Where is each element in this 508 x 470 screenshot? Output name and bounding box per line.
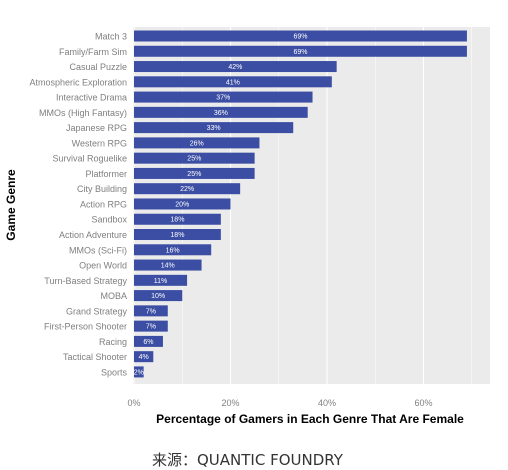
bar <box>134 76 332 88</box>
bar-value-label: 25% <box>187 156 201 163</box>
bar <box>134 351 154 363</box>
category-label: Grand Strategy <box>66 306 128 316</box>
bar <box>134 45 467 57</box>
category-label: First-Person Shooter <box>44 322 127 332</box>
bar <box>134 213 221 225</box>
x-tick-label: 20% <box>221 398 239 408</box>
source-caption: 来源：QUANTIC FOUNDRY <box>152 451 343 469</box>
category-label: Tactical Shooter <box>63 352 127 362</box>
bar <box>134 91 313 103</box>
category-label: Action Adventure <box>59 230 127 240</box>
x-axis-title: Percentage of Gamers in Each Genre That … <box>156 412 464 426</box>
category-label: Family/Farm Sim <box>59 47 127 57</box>
category-label: Platformer <box>85 169 127 179</box>
category-label: MOBA <box>100 291 127 301</box>
bar <box>134 366 144 378</box>
bar-chart: 69% 69% 42% 41% 37% 36% 33% 26% 25% 25% 22% 20% 18% 1… <box>4 27 490 426</box>
x-tick-label: 60% <box>414 398 432 408</box>
bar-value-label: 26% <box>190 140 204 147</box>
bar-value-label: 20% <box>175 201 189 208</box>
bar-value-label: 18% <box>170 232 184 239</box>
bar <box>134 106 308 118</box>
bar-value-label: 4% <box>139 354 149 361</box>
bar <box>134 30 467 42</box>
bar-value-label: 14% <box>161 263 175 270</box>
bar <box>134 198 231 210</box>
category-label: City Building <box>77 184 127 194</box>
bar <box>134 229 221 241</box>
bar-value-label: 2% <box>134 369 144 376</box>
category-label: Survival Roguelike <box>52 154 127 164</box>
bar-value-label: 41% <box>226 79 240 86</box>
bar <box>134 137 260 149</box>
bar <box>134 335 163 347</box>
category-label: Western RPG <box>72 138 127 148</box>
bar-value-label: 10% <box>151 293 165 300</box>
category-label: Match 3 <box>95 32 127 42</box>
x-tick-label: 0% <box>127 398 140 408</box>
bar <box>134 305 168 317</box>
category-label: MMOs (High Fantasy) <box>39 108 127 118</box>
bar-value-label: 42% <box>228 64 242 71</box>
bar <box>134 61 337 73</box>
category-label: Casual Puzzle <box>69 62 127 72</box>
y-axis-title: Game Genre <box>4 169 18 241</box>
bar-value-label: 7% <box>146 324 156 331</box>
x-tick-label: 40% <box>318 398 336 408</box>
bar-value-label: 69% <box>293 49 307 56</box>
bar <box>134 259 202 271</box>
bar-labels: 69% 69% 42% 41% 37% 36% 33% 26% 25% 25% 22% 20% 18% 1… <box>134 34 308 377</box>
bar-value-label: 16% <box>166 247 180 254</box>
category-label: Action RPG <box>80 199 127 209</box>
bar <box>134 290 183 302</box>
category-label: Open World <box>79 261 127 271</box>
bar <box>134 320 168 332</box>
category-label: Sandbox <box>91 215 127 225</box>
bar-value-label: 11% <box>154 278 168 285</box>
bar <box>134 244 212 256</box>
category-labels: Match 3 Family/Farm Sim Casual Puzzle Atmos… <box>29 32 127 378</box>
bar-value-label: 7% <box>146 308 156 315</box>
category-label: Interactive Drama <box>56 93 127 103</box>
category-label: Racing <box>99 337 127 347</box>
bar-value-label: 22% <box>180 186 194 193</box>
bar-value-label: 6% <box>143 339 153 346</box>
bar-value-label: 33% <box>207 125 221 132</box>
bar-value-label: 69% <box>293 34 307 41</box>
category-label: Sports <box>101 367 128 377</box>
category-label: Atmospheric Exploration <box>29 77 127 87</box>
category-label: MMOs (Sci-Fi) <box>69 245 127 255</box>
bar <box>134 183 241 195</box>
bar-value-label: 36% <box>214 110 228 117</box>
bar <box>134 152 255 164</box>
category-label: Japanese RPG <box>66 123 127 133</box>
category-label: Turn-Based Strategy <box>44 276 127 286</box>
bar-value-label: 18% <box>170 217 184 224</box>
bar-value-label: 25% <box>187 171 201 178</box>
x-tick-labels: 0% 20% 40% 60% <box>127 398 432 408</box>
bars <box>134 30 467 378</box>
bar <box>134 122 294 134</box>
bar <box>134 274 188 286</box>
bar <box>134 167 255 179</box>
bar-value-label: 37% <box>216 95 230 102</box>
